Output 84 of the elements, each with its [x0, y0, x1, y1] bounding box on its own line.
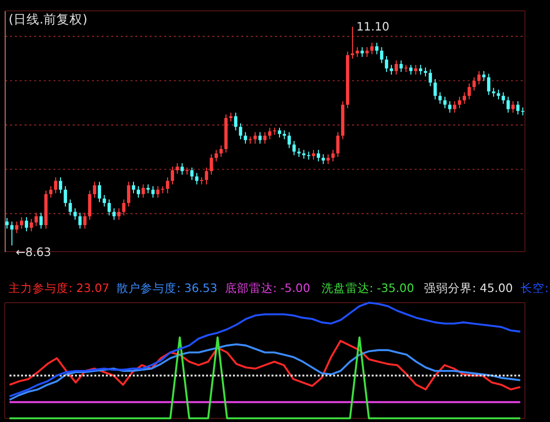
chart-title: (日线.前复权) [8, 11, 88, 26]
candlestick [356, 46, 359, 58]
candlestick [438, 92, 442, 104]
candlestick [360, 46, 364, 58]
candlestick [263, 132, 267, 144]
candlestick [409, 64, 412, 76]
candlestick [307, 151, 310, 160]
candlestick [331, 149, 335, 162]
candlestick [142, 184, 145, 198]
candlestick [219, 144, 223, 158]
candlestick [453, 100, 456, 114]
candlestick [316, 149, 320, 162]
candlestick [127, 181, 130, 208]
candlestick [73, 208, 77, 220]
candlestick [98, 181, 102, 203]
candlestick [49, 186, 52, 198]
candlestick [156, 186, 160, 198]
candlestick [190, 167, 194, 180]
candlestick [365, 46, 369, 58]
candlestick [244, 132, 248, 144]
candlestick [88, 190, 92, 220]
candlestick [117, 208, 121, 220]
candlestick [428, 68, 432, 87]
candlestick [204, 167, 208, 185]
candlestick [122, 198, 126, 216]
candlestick [468, 82, 471, 100]
text: 洗盘雷达: -35.00 [321, 281, 414, 296]
candlestick [380, 46, 384, 64]
text: 长空: [520, 281, 549, 296]
candlestick [502, 92, 505, 104]
candlestick [64, 186, 68, 208]
candlestick [326, 154, 330, 165]
candlestick [180, 162, 184, 176]
candlestick [210, 154, 213, 176]
candlestick [516, 100, 520, 115]
candlestick [487, 73, 490, 96]
candlestick [394, 60, 398, 76]
text: 主力参与度: 23.07 [8, 281, 110, 296]
text: 散户参与度: 36.53 [116, 281, 218, 296]
candlestick [268, 127, 272, 140]
candlestick [292, 140, 296, 156]
candlestick [10, 221, 14, 246]
candlestick [34, 212, 38, 226]
candlestick [176, 162, 179, 174]
candlestick [375, 42, 378, 55]
candlestick [68, 198, 72, 216]
candlestick [322, 154, 325, 165]
candlestick [511, 100, 515, 114]
candlestick [462, 92, 466, 104]
candlestick [482, 70, 486, 82]
candlestick [384, 56, 388, 72]
candlestick [414, 64, 418, 76]
text: 强弱分界: 45.00 [424, 281, 513, 296]
candlestick [496, 89, 500, 100]
candlestick [5, 218, 9, 230]
text: 底部雷达: -5.00 [224, 281, 310, 296]
candlestick [102, 194, 106, 208]
candlestick [254, 132, 257, 144]
candlestick [272, 127, 276, 136]
candlestick [477, 70, 481, 85]
candlestick [54, 176, 58, 194]
candlestick [258, 132, 262, 144]
candlestick [434, 78, 437, 100]
candlestick [195, 172, 198, 185]
candlestick [20, 216, 24, 230]
candlestick [24, 216, 28, 232]
candlestick [83, 212, 86, 230]
candlestick [112, 208, 116, 220]
candlestick [399, 60, 403, 72]
candlestick [151, 186, 155, 198]
candlestick [506, 96, 510, 114]
candlestick [336, 132, 340, 158]
candlestick [170, 166, 174, 185]
candlestick [278, 127, 282, 138]
candlestick [448, 100, 452, 114]
candlestick [30, 218, 33, 232]
candlestick [288, 132, 291, 149]
candlestick [136, 186, 140, 198]
candlestick [214, 149, 218, 162]
candlestick [166, 176, 170, 194]
candlestick [15, 221, 18, 234]
candlestick [108, 198, 111, 216]
annotation: 11.10 [356, 20, 390, 34]
candlestick [234, 112, 238, 131]
